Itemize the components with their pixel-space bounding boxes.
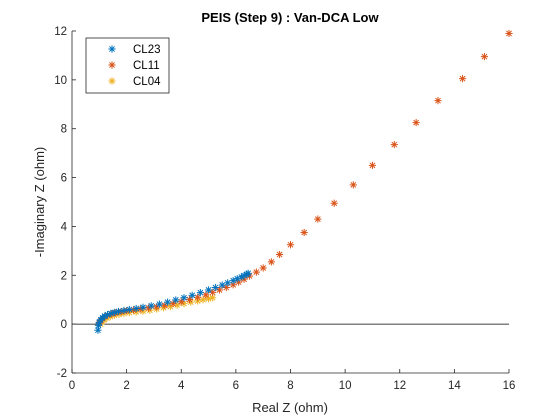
data-point bbox=[120, 306, 128, 315]
y-tick-label: 10 bbox=[54, 75, 67, 87]
legend-entry-cl23: CL23 bbox=[108, 44, 161, 56]
data-point bbox=[218, 281, 226, 289]
legend-label: CL11 bbox=[133, 60, 160, 72]
x-tick-label: 10 bbox=[339, 380, 352, 392]
x-axis-label: Real Z (ohm) bbox=[252, 400, 328, 415]
x-tick-label: 8 bbox=[287, 380, 293, 392]
legend-label: CL23 bbox=[133, 44, 161, 56]
data-point bbox=[275, 250, 284, 259]
data-point bbox=[259, 264, 267, 272]
legend-label: CL04 bbox=[133, 76, 161, 88]
data-point bbox=[185, 295, 194, 304]
data-point bbox=[229, 281, 237, 289]
data-point bbox=[244, 269, 252, 277]
data-point bbox=[94, 326, 102, 334]
data-point bbox=[163, 298, 172, 306]
x-tick-label: 6 bbox=[233, 380, 239, 392]
legend-entry-cl04: CL04 bbox=[108, 76, 161, 88]
data-point bbox=[177, 298, 185, 306]
data-point bbox=[480, 53, 489, 61]
legend-entry-cl11: CL11 bbox=[108, 60, 160, 72]
data-point bbox=[434, 97, 442, 105]
data-point bbox=[368, 161, 377, 169]
data-point bbox=[132, 304, 140, 313]
data-point bbox=[199, 296, 207, 304]
data-point bbox=[211, 283, 219, 292]
data-point bbox=[215, 286, 224, 294]
x-tick-label: 4 bbox=[178, 380, 185, 392]
chart-title: PEIS (Step 9) : Van-DCA Low bbox=[201, 10, 379, 25]
data-point bbox=[209, 288, 217, 296]
x-tick-label: 14 bbox=[448, 380, 461, 392]
data-point bbox=[125, 305, 133, 314]
y-tick-label: 12 bbox=[54, 26, 67, 38]
y-tick-label: -2 bbox=[57, 368, 67, 380]
data-point bbox=[330, 199, 338, 207]
legend-box bbox=[85, 37, 170, 94]
data-point bbox=[155, 300, 163, 308]
legend-marker bbox=[108, 45, 116, 53]
data-point bbox=[458, 75, 467, 83]
data-point bbox=[349, 181, 357, 189]
data-point bbox=[252, 268, 260, 276]
legend: CL23 CL11 CL04 bbox=[85, 37, 170, 94]
y-tick-label: 6 bbox=[61, 173, 67, 185]
data-point bbox=[224, 279, 232, 287]
data-point bbox=[314, 215, 322, 223]
y-tick-label: 8 bbox=[61, 124, 67, 136]
y-tick-label: 4 bbox=[61, 221, 68, 233]
data-point bbox=[202, 291, 210, 299]
data-point bbox=[204, 286, 213, 294]
x-tick-label: 0 bbox=[69, 380, 75, 392]
y-axis-label: -Imaginary Z (ohm) bbox=[32, 147, 47, 258]
x-tick-label: 16 bbox=[503, 380, 516, 392]
series-cl23 bbox=[94, 269, 252, 334]
data-point bbox=[188, 291, 196, 299]
data-point bbox=[390, 140, 398, 149]
data-point bbox=[286, 241, 295, 249]
data-point bbox=[147, 302, 155, 310]
x-tick-label: 2 bbox=[123, 380, 129, 392]
data-point bbox=[412, 119, 420, 127]
data-point bbox=[300, 228, 308, 237]
data-point bbox=[194, 293, 202, 301]
data-point bbox=[180, 294, 188, 302]
legend-marker bbox=[108, 77, 116, 85]
legend-marker bbox=[108, 61, 116, 69]
y-tick-label: 2 bbox=[61, 270, 67, 282]
data-point bbox=[169, 300, 177, 308]
data-point bbox=[139, 303, 147, 311]
data-point bbox=[196, 289, 204, 297]
x-tick-label: 12 bbox=[393, 380, 406, 392]
data-point bbox=[172, 296, 180, 304]
y-tick-label: 0 bbox=[61, 319, 67, 331]
data-point bbox=[114, 307, 123, 316]
data-point bbox=[505, 29, 513, 38]
data-point bbox=[267, 258, 275, 266]
data-point bbox=[209, 294, 217, 302]
